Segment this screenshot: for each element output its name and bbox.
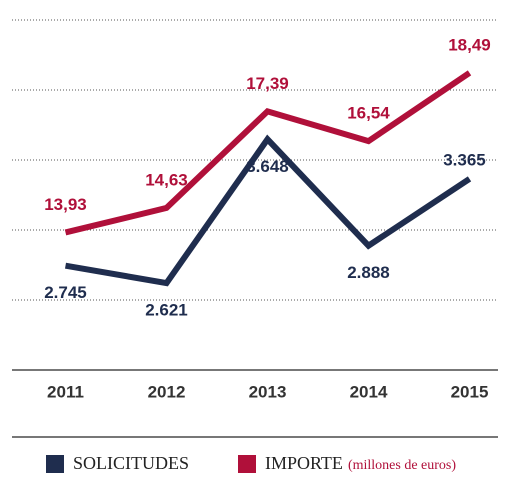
data-label: 2.621: [145, 301, 188, 320]
legend-swatch: [46, 455, 64, 473]
data-label: 16,54: [347, 104, 390, 123]
data-label: 2.745: [44, 283, 87, 302]
legend-unit: (millones de euros): [348, 458, 456, 473]
series-line: [64, 134, 472, 287]
data-label: 13,93: [44, 195, 87, 214]
data-label: 14,63: [145, 170, 188, 189]
data-label: 17,39: [246, 74, 289, 93]
legend-label: SOLICITUDES: [73, 453, 189, 473]
data-label: 3.648: [246, 157, 289, 176]
x-tick-label: 2015: [451, 382, 489, 401]
x-tick-label: 2013: [249, 382, 287, 401]
data-label: 3.365: [443, 150, 486, 169]
x-tick-label: 2011: [47, 382, 84, 401]
x-tick-label: 2012: [148, 382, 186, 401]
legend-swatch: [238, 455, 256, 473]
data-label: 2.888: [347, 263, 390, 282]
legend-label: IMPORTE: [265, 453, 343, 473]
data-label: 18,49: [448, 35, 491, 54]
series-line: [64, 70, 472, 236]
x-tick-label: 2014: [350, 382, 388, 401]
